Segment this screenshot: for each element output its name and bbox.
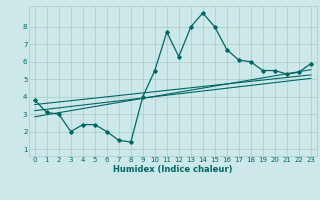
X-axis label: Humidex (Indice chaleur): Humidex (Indice chaleur)	[113, 165, 233, 174]
